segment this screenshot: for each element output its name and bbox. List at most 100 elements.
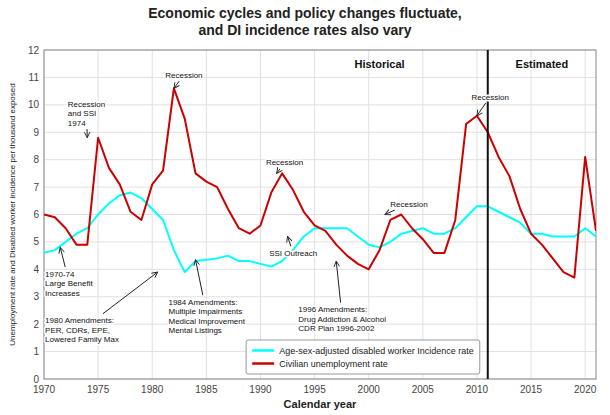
annotation-line: Drug Addiction & Alcohol <box>298 314 386 323</box>
annotation-line: Estimated <box>516 58 569 70</box>
y-tick-label: 11 <box>29 72 40 83</box>
x-tick-label: 2020 <box>574 384 597 395</box>
annotation-line: PER, CDRs, EPE, <box>45 325 110 334</box>
annotation: 1984 Amendments:Multiple ImpairmentsMedi… <box>168 297 245 335</box>
annotation-line: CDR Plan 1996-2002 <box>298 324 375 333</box>
x-tick-label: 1980 <box>141 384 164 395</box>
region-label: Estimated <box>516 58 569 70</box>
annotation-arrow <box>336 261 340 303</box>
annotation-arrow <box>477 103 486 116</box>
annotation: Recession <box>165 70 202 79</box>
annotation-line: Lowered Family Max <box>45 335 119 344</box>
annotations: Recessionand SSI19741970-74Large Benefit… <box>45 58 568 344</box>
x-tick-label: 1975 <box>87 384 110 395</box>
annotation-line: 1980 Amendments: <box>45 316 114 325</box>
plot-frame <box>44 50 596 379</box>
y-tick-label: 5 <box>33 236 39 247</box>
annotation-line: Recession <box>472 92 509 101</box>
annotation-line: Recession <box>165 70 202 79</box>
x-grid-line <box>585 50 586 379</box>
y-tick-label: 9 <box>33 127 39 138</box>
grid <box>44 50 596 379</box>
x-axis-label: Calendar year <box>284 398 357 410</box>
region-label: Historical <box>354 58 404 70</box>
y-tick-label: 8 <box>33 154 39 165</box>
annotation: Recession <box>472 92 509 101</box>
legend-swatch <box>252 362 274 365</box>
annotation-line: Historical <box>354 58 404 70</box>
legend-label: Civilian unemployment rate <box>279 359 388 369</box>
y-grid-line <box>44 132 596 133</box>
annotation-line: Recession <box>68 99 105 108</box>
y-grid-line <box>44 241 596 242</box>
annotation: Recession <box>390 199 427 208</box>
x-grid-line <box>531 50 532 379</box>
y-grid-line <box>44 269 596 270</box>
series-line <box>44 88 596 277</box>
ticks: 0123456789101112197019751980198519901995… <box>28 45 597 396</box>
x-tick-label: 2015 <box>520 384 543 395</box>
annotation-arrow <box>103 272 158 314</box>
y-tick-label: 1 <box>33 346 39 357</box>
annotation-line: Medical Improvement <box>168 316 245 325</box>
y-grid-line <box>44 214 596 215</box>
annotation-line: 1996 Amendments: <box>298 305 367 314</box>
annotation-line: Mental Listings <box>168 326 221 335</box>
title-line: Economic cycles and policy changes fluct… <box>148 5 462 21</box>
x-tick-label: 2010 <box>466 384 489 395</box>
x-grid-line <box>422 50 423 379</box>
y-grid-line <box>44 159 596 160</box>
y-tick-label: 6 <box>33 209 39 220</box>
x-grid-line <box>260 50 261 379</box>
y-grid-line <box>44 104 596 105</box>
y-tick-label: 3 <box>33 291 39 302</box>
x-tick-label: 1970 <box>33 384 56 395</box>
x-tick-label: 2005 <box>412 384 435 395</box>
x-tick-label: 1985 <box>195 384 218 395</box>
annotation-line: Multiple Impairments <box>168 307 242 316</box>
y-grid-line <box>44 296 596 297</box>
annotation-arrow <box>288 236 291 246</box>
annotation-line: Recession <box>266 158 303 167</box>
y-tick-label: 0 <box>33 374 39 385</box>
annotation-arrow <box>277 169 280 173</box>
annotation-line: Increases <box>45 288 80 297</box>
annotation: Recession <box>266 158 303 167</box>
annotation-arrow <box>385 210 395 214</box>
y-tick-label: 10 <box>28 99 40 110</box>
title: Economic cycles and policy changes fluct… <box>148 5 462 38</box>
annotation-line: and SSI <box>68 109 96 118</box>
x-tick-label: 1995 <box>303 384 326 395</box>
title-line: and DI incidence rates also vary <box>198 22 411 38</box>
annotation-line: Large Benefit <box>45 279 93 288</box>
legend-swatch <box>252 349 274 352</box>
legend-box <box>246 340 480 374</box>
chart: Economic cycles and policy changes fluct… <box>0 0 610 415</box>
x-tick-label: 2000 <box>358 384 381 395</box>
annotation-line: 1974 <box>68 118 86 127</box>
x-tick-label: 1990 <box>249 384 272 395</box>
annotation-line: Recession <box>390 199 427 208</box>
annotation: 1980 Amendments:PER, CDRs, EPE,Lowered F… <box>45 316 119 344</box>
y-axis-label: Unemployment rate and Disabled worker in… <box>8 83 17 345</box>
annotation-arrow <box>87 129 88 138</box>
y-tick-label: 4 <box>33 264 39 275</box>
x-grid-line <box>152 50 153 379</box>
y-tick-label: 7 <box>33 182 39 193</box>
legend: Age-sex-adjusted disabled worker Inciden… <box>246 340 480 374</box>
annotation-line: 1984 Amendments: <box>168 297 237 306</box>
annotation: 1996 Amendments:Drug Addiction & Alcohol… <box>298 305 386 333</box>
annotation-line: SSI Outreach <box>269 248 317 257</box>
annotation: SSI Outreach <box>269 248 317 257</box>
annotation-arrow <box>196 260 203 295</box>
annotation: 1970-74Large BenefitIncreases <box>45 269 93 297</box>
y-tick-label: 2 <box>33 319 39 330</box>
annotation-line: 1970-74 <box>45 269 75 278</box>
legend-label: Age-sex-adjusted disabled worker Inciden… <box>279 346 474 356</box>
y-tick-label: 12 <box>28 45 40 56</box>
annotation: Recessionand SSI1974 <box>68 99 105 127</box>
annotation-arrow <box>174 81 179 88</box>
plot-area <box>44 50 596 379</box>
annotation-arrow <box>60 247 65 267</box>
y-grid-line <box>44 77 596 78</box>
